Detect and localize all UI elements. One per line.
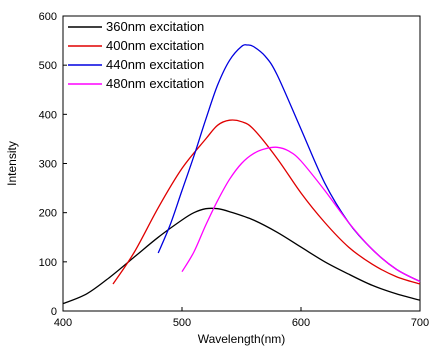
series-line-2	[112, 119, 421, 285]
ticks-layer: 400 500 600 700 0 100 200 300 400 500 600	[39, 11, 430, 329]
legend-label-3: 440nm excitation	[106, 57, 204, 72]
x-tick-label: 600	[292, 317, 310, 329]
y-tick-label: 300	[39, 159, 57, 171]
legend-label-2: 400nm excitation	[106, 38, 204, 53]
series-line-1	[62, 207, 421, 305]
legend-label-1: 360nm excitation	[106, 19, 204, 34]
legend-label-4: 480nm excitation	[106, 76, 204, 91]
x-tick-label: 400	[54, 317, 72, 329]
y-tick-label: 0	[51, 306, 57, 318]
y-tick-label: 500	[39, 60, 57, 72]
x-tick-label: 500	[173, 317, 191, 329]
legend: 360nm excitation 400nm excitation 440nm ex…	[68, 19, 204, 91]
series-layer	[62, 44, 421, 305]
y-axis-label: Intensity	[5, 141, 19, 186]
y-tick-label: 600	[39, 11, 57, 23]
y-tick-label: 400	[39, 109, 57, 121]
series-line-4	[181, 146, 421, 283]
y-tick-label: 200	[39, 208, 57, 220]
y-tick-label: 100	[39, 257, 57, 269]
x-axis-label: Wavelength(nm)	[198, 332, 286, 346]
x-tick-label: 700	[411, 317, 429, 329]
